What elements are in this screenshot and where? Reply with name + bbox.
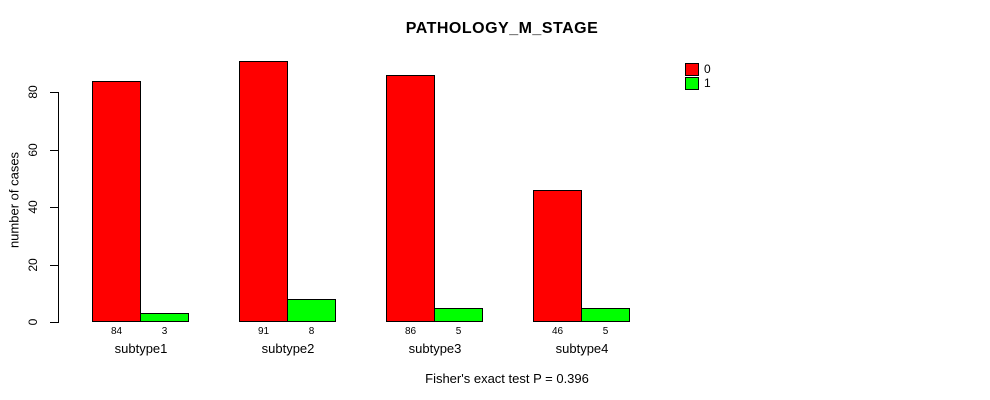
bar-0-subtype4 bbox=[533, 190, 582, 322]
bar-count-label: 3 bbox=[161, 326, 168, 337]
bar-count-label: 46 bbox=[551, 326, 564, 337]
bar-count-label: 5 bbox=[455, 326, 462, 337]
legend-swatch-green bbox=[685, 77, 699, 90]
legend-swatch-red bbox=[685, 63, 699, 76]
y-tick-label: 40 bbox=[26, 200, 40, 214]
bar-1-subtype4 bbox=[581, 308, 630, 322]
x-category-label: subtype3 bbox=[408, 341, 462, 356]
bar-0-subtype3 bbox=[386, 75, 435, 322]
bar-count-label: 8 bbox=[308, 326, 315, 337]
y-tick-label: 0 bbox=[26, 318, 40, 326]
legend-item-0: 0 bbox=[685, 63, 711, 76]
y-tick-label: 20 bbox=[26, 257, 40, 272]
bar-count-label: 84 bbox=[110, 326, 123, 337]
pvalue-annotation: Fisher's exact test P = 0.396 bbox=[425, 371, 589, 386]
bar-0-subtype1 bbox=[92, 81, 141, 322]
legend-item-1: 1 bbox=[685, 77, 711, 90]
bar-count-label: 91 bbox=[257, 326, 270, 337]
y-axis-line bbox=[58, 92, 59, 323]
bar-1-subtype2 bbox=[287, 299, 336, 322]
legend: 0 1 bbox=[685, 63, 711, 91]
y-tick-label: 80 bbox=[26, 85, 40, 100]
bar-0-subtype2 bbox=[239, 61, 288, 322]
bar-1-subtype1 bbox=[140, 313, 189, 322]
bar-count-label: 86 bbox=[404, 326, 417, 337]
chart-title: PATHOLOGY_M_STAGE bbox=[405, 20, 599, 37]
x-category-label: subtype1 bbox=[114, 341, 168, 356]
x-category-label: subtype4 bbox=[555, 341, 609, 356]
bar-count-label: 5 bbox=[602, 326, 609, 337]
y-tick-label: 60 bbox=[26, 143, 40, 157]
y-tick bbox=[50, 322, 58, 323]
y-tick bbox=[50, 92, 58, 94]
x-category-label: subtype2 bbox=[261, 341, 315, 356]
y-axis-label: number of cases bbox=[6, 151, 22, 249]
y-tick bbox=[50, 149, 58, 151]
legend-label-0: 0 bbox=[704, 62, 711, 76]
legend-label-1: 1 bbox=[704, 76, 711, 90]
bar-1-subtype3 bbox=[434, 308, 483, 322]
y-tick bbox=[50, 264, 58, 266]
y-tick bbox=[50, 207, 58, 209]
